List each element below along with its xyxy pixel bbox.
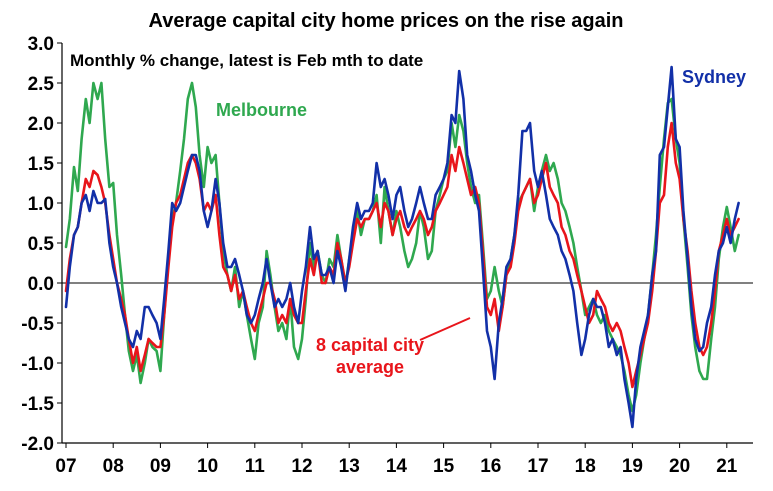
series-label-melbourne: Melbourne	[216, 100, 307, 120]
series-label-8-capital-city-average: 8 capital city average	[316, 335, 424, 377]
x-tick-label: 19	[622, 456, 643, 477]
y-tick-label: 2.5	[28, 74, 55, 95]
x-tick-label: 11	[245, 456, 266, 477]
series-label-pointer	[419, 317, 471, 341]
x-tick-label: 09	[150, 456, 171, 477]
y-tick-label: -2.0	[21, 434, 54, 455]
x-tick-label: 16	[480, 456, 501, 477]
chart-series-labels: Melbourne 8 capital city average Sydney	[216, 67, 746, 377]
series-line-sydney	[64, 65, 740, 429]
x-tick-label: 13	[339, 456, 360, 477]
x-tick-label: 21	[716, 456, 738, 477]
series-line-8-capital-city-average	[64, 121, 740, 389]
y-tick-label: 3.0	[28, 34, 54, 55]
x-tick-label: 10	[197, 456, 218, 477]
x-tick-label: 17	[527, 456, 548, 477]
x-tick-label: 14	[386, 456, 408, 477]
chart-title: Average capital city home prices on the …	[149, 10, 624, 32]
x-tick-label: 12	[291, 456, 312, 477]
y-tick-label: -1.5	[21, 394, 54, 415]
x-tick-label: 07	[55, 456, 76, 477]
y-tick-label: -0.5	[21, 314, 54, 335]
y-tick-label: 1.5	[28, 154, 55, 175]
y-tick-label: 1.0	[28, 194, 54, 215]
y-tick-label: 0.0	[28, 274, 54, 295]
chart-series-group	[64, 65, 740, 429]
chart-axes: 3.0 2.5 2.0 1.5 1.0 0.5 0.0 -0.5 -1.0 -1.5 -2.007 0…	[21, 34, 753, 477]
y-tick-label: 2.0	[28, 114, 54, 135]
x-tick-label: 20	[669, 456, 690, 477]
x-tick-label: 15	[433, 456, 455, 477]
series-label-sydney: Sydney	[682, 67, 746, 87]
x-tick-label: 08	[103, 456, 124, 477]
y-tick-label: -1.0	[21, 354, 54, 375]
y-tick-label: 0.5	[28, 234, 55, 255]
chart-subtitle: Monthly % change, latest is Feb mth to d…	[70, 51, 423, 70]
series-line-melbourne	[64, 81, 740, 413]
x-tick-label: 18	[575, 456, 596, 477]
